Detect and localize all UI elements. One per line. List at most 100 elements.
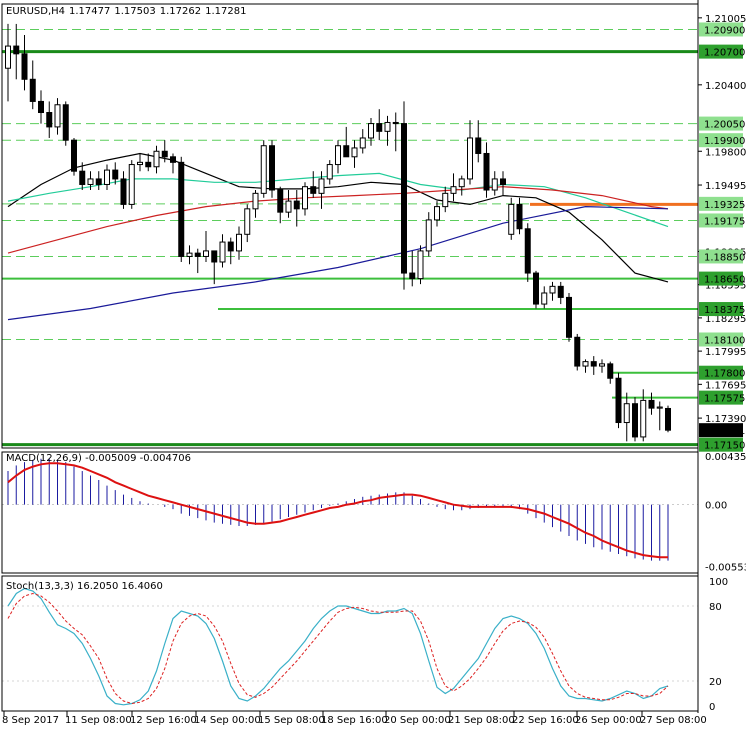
macd-tick-label: 0.004355 [705, 452, 746, 463]
candle-body-bullish [219, 241, 226, 263]
time-tick-label: 12 Sep 16:00 [130, 715, 197, 726]
candle-body-bearish [376, 123, 383, 132]
candle [38, 90, 44, 124]
candle-body-bearish [524, 228, 531, 274]
candle [401, 101, 407, 290]
level-label: 1.17575 [704, 394, 745, 405]
candle-body-bearish [607, 363, 614, 379]
stoch-tick-label: 100 [709, 577, 728, 588]
candle [590, 356, 597, 375]
candle-body-bullish [417, 250, 424, 280]
candle-body-bullish [450, 186, 457, 194]
price-panel-header: EURUSD,H4 1.17477 1.17503 1.17262 1.17281 [6, 6, 246, 17]
candle-body-bullish [244, 208, 251, 235]
candle [335, 140, 341, 174]
candle [368, 118, 374, 146]
macd-tick-label: -0.005532 [705, 563, 746, 574]
macd-panel[interactable]: 0.004355 0.00 -0.005532 [2, 452, 746, 574]
candle [178, 156, 185, 262]
candle [359, 129, 366, 154]
candle [54, 98, 61, 135]
candle-body-bearish [71, 139, 77, 172]
current-price-box [699, 423, 743, 438]
candle-body-bullish [599, 363, 605, 367]
price-tick-label: 1.18295 [705, 314, 746, 325]
macd-panel-header: MACD(12,26,9) -0.005009 -0.004706 [6, 453, 191, 464]
price-tick-label: 1.17390 [705, 414, 746, 425]
candle [13, 23, 20, 80]
level-label: 1.18850 [704, 252, 745, 263]
price-tick-label: 1.20400 [705, 81, 746, 92]
candle-body-bearish [277, 189, 284, 213]
ohlc-high: 1.17503 [114, 6, 155, 17]
candle [450, 173, 457, 202]
ohlc-low: 1.17262 [160, 6, 201, 17]
candle [302, 182, 308, 216]
candle-body-bullish [425, 219, 432, 252]
stoch-tick-label: 0 [709, 702, 715, 713]
candle [285, 190, 292, 218]
candle-body-bearish [500, 178, 506, 185]
stoch-main-line [7, 587, 669, 706]
candle-body-bullish [285, 200, 292, 213]
candle [219, 234, 226, 268]
stoch-panel-header: Stoch(13,3,3) 16.2050 16.4060 [6, 581, 163, 592]
candle-body-bullish [467, 137, 473, 180]
candle [475, 120, 482, 163]
time-tick-label: 18 Sep 16:00 [321, 715, 388, 726]
candle-body-bearish [574, 336, 581, 367]
level-label: 1.20700 [704, 48, 745, 59]
candle [310, 171, 317, 198]
candle [326, 160, 333, 185]
candle-body-bearish [95, 178, 102, 185]
candle-body-bullish [236, 233, 242, 252]
candle [491, 171, 498, 196]
price-tick-label: 1.18595 [705, 281, 746, 292]
level-label-box [699, 213, 743, 228]
level-label-box [699, 302, 743, 317]
candle-body-bearish [112, 169, 119, 180]
candle-body-bullish [359, 137, 366, 149]
candle [227, 237, 234, 265]
candle [260, 140, 267, 198]
ohlc-close: 1.17281 [205, 6, 246, 17]
level-label: 1.18375 [704, 305, 745, 316]
level-label-box [699, 133, 743, 148]
candle-body-bearish [21, 53, 28, 80]
level-label: 1.17150 [704, 441, 745, 452]
candle-body-bearish [475, 137, 482, 154]
candle [244, 204, 251, 243]
level-label: 1.19175 [704, 216, 745, 227]
candle [599, 359, 605, 373]
candle [104, 164, 110, 191]
candle [71, 137, 77, 176]
candle-body-bullish [203, 250, 209, 257]
candle-body-bullish [508, 203, 515, 235]
candle-body-bearish [62, 104, 69, 141]
time-tick-label: 8 Sep 2017 [2, 715, 59, 726]
candle [623, 392, 630, 442]
candle [392, 112, 399, 152]
candle [640, 389, 647, 442]
candle [128, 160, 135, 209]
candle [557, 281, 564, 305]
ohlc-open: 1.17477 [69, 6, 110, 17]
stochastic-panel[interactable]: 100 80 20 0 [2, 577, 728, 713]
candle-body-bearish [227, 241, 234, 252]
stoch-signal-line [7, 592, 669, 705]
candle [112, 162, 119, 185]
time-tick-label: 15 Sep 08:00 [258, 715, 325, 726]
candle-body-bullish [335, 145, 341, 166]
candle [516, 197, 523, 235]
candle-body-bullish [623, 403, 630, 424]
candle-body-bearish [120, 178, 127, 205]
candle-body-bearish [310, 186, 317, 194]
candle-body-bullish [318, 178, 325, 194]
candle [524, 223, 531, 282]
time-tick-label: 26 Sep 00:00 [575, 715, 642, 726]
level-label: 1.19325 [704, 200, 745, 211]
level-label-box [699, 271, 743, 286]
time-tick-label: 27 Sep 08:00 [640, 715, 707, 726]
price-panel[interactable]: 1.210051.204001.198001.194951.188951.185… [2, 14, 746, 452]
